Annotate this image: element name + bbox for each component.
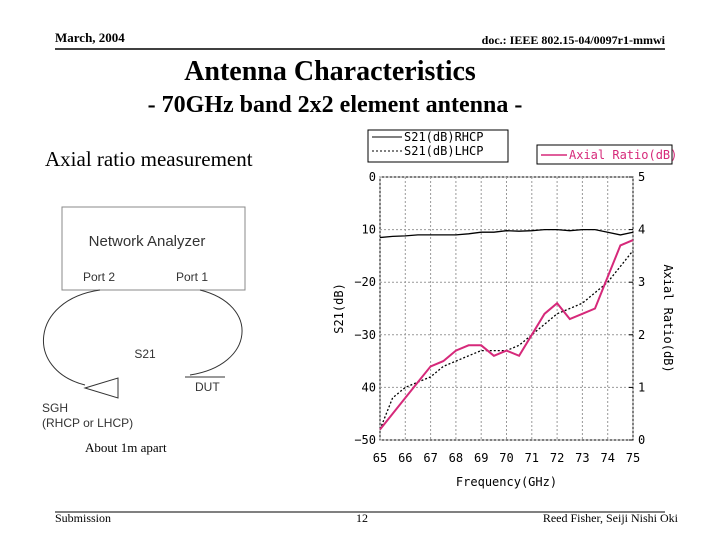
y-tick-label: −30 <box>354 328 376 342</box>
y2-tick-label: 0 <box>638 433 645 447</box>
port2-label: Port 2 <box>83 270 115 284</box>
y-tick-label: −50 <box>354 433 376 447</box>
cable-right <box>189 289 243 376</box>
chart: 65 66 67 68 69 70 71 72 73 74 75 0 10 −20 −30 40 −50 0 1 2 3… <box>332 129 677 489</box>
y-tick-label: 0 <box>369 170 376 184</box>
header-doc: doc.: IEEE 802.15-04/0097r1-mmwi <box>482 33 666 47</box>
y2-tick-label: 1 <box>638 380 645 394</box>
legend-label: S21(dB)LHCP <box>404 144 483 158</box>
s21-label: S21 <box>134 347 156 361</box>
cable-left <box>42 289 101 386</box>
legend-box <box>536 144 673 165</box>
x-tick-label: 66 <box>398 451 412 465</box>
y2-axis-label: Axial Ratio(dB) <box>661 264 675 372</box>
analyzer-box <box>61 206 246 291</box>
plot-area <box>379 176 634 441</box>
series-line <box>379 228 634 239</box>
y-axis-label: S21(dB) <box>332 283 346 334</box>
x-tick-label: 75 <box>626 451 640 465</box>
header-date: March, 2004 <box>55 30 125 45</box>
x-tick-label: 65 <box>373 451 387 465</box>
y-tick-label: −20 <box>354 275 376 289</box>
section-label: Axial ratio measurement <box>45 147 253 171</box>
sgh-label: SGH <box>42 401 68 415</box>
x-tick-label: 71 <box>525 451 539 465</box>
x-tick-label: 74 <box>600 451 614 465</box>
y-tick-label: 40 <box>362 380 376 394</box>
x-tick-label: 69 <box>474 451 488 465</box>
legend-label: S21(dB)RHCP <box>404 130 483 144</box>
x-tick-label: 67 <box>423 451 437 465</box>
legend-box <box>367 129 509 163</box>
x-tick-label: 72 <box>550 451 564 465</box>
y2-tick-label: 4 <box>638 223 645 237</box>
x-axis-label: Frequency(GHz) <box>456 475 557 489</box>
sgh-note: (RHCP or LHCP) <box>42 416 133 430</box>
series-line <box>379 239 634 431</box>
legend-label: Axial Ratio(dB) <box>569 148 677 162</box>
dut-label: DUT <box>195 380 220 394</box>
footer-right: Reed Fisher, Seiji Nishi Oki <box>543 511 679 525</box>
distance-label: About 1m apart <box>85 440 167 455</box>
setup-diagram: Network Analyzer Port 2 Port 1 S21 DUT S… <box>42 206 246 455</box>
slide-subtitle: - 70GHz band 2x2 element antenna - <box>148 92 523 118</box>
footer-left: Submission <box>55 511 111 525</box>
y2-tick-label: 2 <box>638 328 645 342</box>
y2-tick-label: 3 <box>638 275 645 289</box>
slide-title: Antenna Characteristics <box>184 56 476 87</box>
page-number: 12 <box>356 511 368 525</box>
port1-label: Port 1 <box>176 270 208 284</box>
y-tick-label: 10 <box>362 223 376 237</box>
analyzer-label: Network Analyzer <box>89 233 206 250</box>
x-tick-label: 70 <box>499 451 513 465</box>
x-tick-label: 68 <box>449 451 463 465</box>
x-tick-label: 73 <box>575 451 589 465</box>
y2-tick-label: 5 <box>638 170 645 184</box>
sgh-horn <box>83 377 119 399</box>
